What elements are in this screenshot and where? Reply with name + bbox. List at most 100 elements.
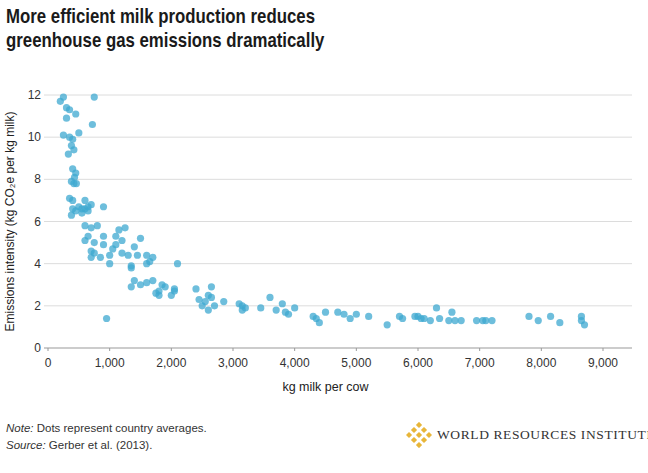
- point: [488, 317, 495, 324]
- point: [106, 252, 113, 259]
- point: [149, 254, 156, 261]
- logo-diamond: [426, 432, 432, 438]
- x-tick: [294, 348, 295, 351]
- logo-diamond: [411, 427, 417, 433]
- point: [535, 317, 542, 324]
- x-tick-label: 8,000: [526, 356, 556, 370]
- point: [316, 319, 323, 326]
- point: [69, 205, 76, 212]
- point: [106, 260, 113, 267]
- point: [322, 309, 329, 316]
- point: [134, 252, 141, 259]
- point: [257, 304, 264, 311]
- x-tick: [109, 348, 110, 351]
- point: [131, 277, 138, 284]
- source: Source: Gerber et al. (2013).: [6, 439, 152, 451]
- point: [88, 201, 95, 208]
- x-tick-label: 6,000: [403, 356, 433, 370]
- point: [192, 285, 199, 292]
- point: [81, 237, 88, 244]
- x-tick: [233, 348, 234, 351]
- note: Note: Dots represent country averages.: [6, 422, 207, 434]
- point: [174, 260, 181, 267]
- grid-line: [44, 305, 632, 306]
- point: [347, 315, 354, 322]
- point: [384, 321, 391, 328]
- x-tick: [171, 348, 172, 351]
- point: [63, 115, 70, 122]
- point: [578, 317, 585, 324]
- points: [57, 94, 588, 329]
- point: [60, 94, 67, 101]
- point: [199, 302, 206, 309]
- point: [266, 294, 273, 301]
- point: [448, 309, 455, 316]
- y-axis-label: Emissions intensity (kg CO₂e per kg milk…: [3, 111, 17, 331]
- point: [121, 224, 128, 231]
- point: [162, 283, 169, 290]
- point: [291, 304, 298, 311]
- footer-label: Source:: [6, 439, 46, 451]
- point: [125, 252, 132, 259]
- x-tick-label: 2,000: [156, 356, 186, 370]
- logo-diamond: [421, 437, 427, 443]
- point: [365, 313, 372, 320]
- point: [239, 306, 246, 313]
- point: [78, 209, 85, 216]
- x-tick-label: 0: [45, 356, 52, 370]
- point: [171, 287, 178, 294]
- y-tick-label: 2: [34, 299, 41, 313]
- point: [100, 241, 107, 248]
- x-axis-label: kg milk per cow: [282, 380, 369, 394]
- logo-diamond: [406, 432, 412, 438]
- point: [279, 300, 286, 307]
- point: [103, 315, 110, 322]
- y-tick-label: 10: [28, 130, 42, 144]
- point: [88, 254, 95, 261]
- point: [75, 129, 82, 136]
- point: [482, 317, 489, 324]
- point: [556, 319, 563, 326]
- logo-diamond: [416, 432, 422, 438]
- brand: WORLD RESOURCES INSTITUTE: [437, 427, 648, 443]
- point: [91, 94, 98, 101]
- point: [143, 279, 150, 286]
- point: [81, 197, 88, 204]
- point: [208, 294, 215, 301]
- point: [353, 311, 360, 318]
- point: [334, 309, 341, 316]
- footer-label: Note:: [6, 422, 34, 434]
- x-tick: [479, 348, 480, 351]
- point: [427, 317, 434, 324]
- point: [208, 283, 215, 290]
- point: [128, 283, 135, 290]
- point: [525, 313, 532, 320]
- point: [69, 197, 76, 204]
- logo-diamond: [416, 422, 422, 428]
- grid-line: [44, 95, 632, 96]
- x-tick-label: 4,000: [280, 356, 310, 370]
- point: [118, 237, 125, 244]
- y-tick-label: 6: [34, 215, 41, 229]
- point: [89, 121, 96, 128]
- point: [128, 264, 135, 271]
- point: [451, 317, 458, 324]
- point: [399, 315, 406, 322]
- point: [436, 315, 443, 322]
- point: [81, 222, 88, 229]
- x-tick: [48, 348, 49, 351]
- logo-diamond: [421, 427, 427, 433]
- x-tick-label: 9,000: [588, 356, 618, 370]
- point: [273, 306, 280, 313]
- point: [473, 317, 480, 324]
- footer-text: Gerber et al. (2013).: [46, 439, 153, 451]
- point: [69, 136, 76, 143]
- point: [421, 315, 428, 322]
- point: [211, 302, 218, 309]
- x-tick-label: 5,000: [341, 356, 371, 370]
- point: [88, 224, 95, 231]
- point: [547, 313, 554, 320]
- point: [112, 241, 119, 248]
- point: [195, 296, 202, 303]
- point: [445, 317, 452, 324]
